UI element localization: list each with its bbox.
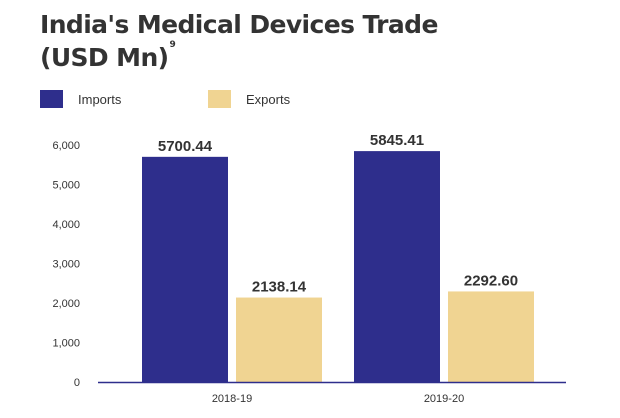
bar-imports-2018-19 <box>142 156 228 382</box>
bar-exports-2018-19 <box>236 297 322 382</box>
x-tick-label: 2018-19 <box>212 393 252 405</box>
legend-label-imports: Imports <box>78 91 122 107</box>
data-label: 5700.44 <box>158 138 213 155</box>
chart-title: India's Medical Devices Trade (USD Mn)9 <box>40 8 600 74</box>
bar-imports-2019-20 <box>354 151 440 382</box>
y-tick-label: 3,000 <box>52 259 80 271</box>
legend-swatch-imports <box>40 90 63 108</box>
title-line-1: India's Medical Devices Trade <box>40 10 438 39</box>
bar-exports-2019-20 <box>448 291 534 382</box>
legend-swatch-exports <box>208 90 231 108</box>
y-tick-label: 0 <box>74 377 80 389</box>
data-label: 2138.14 <box>252 279 307 296</box>
legend-item-exports: Exports <box>208 89 290 109</box>
y-tick-label: 2,000 <box>52 298 80 310</box>
y-tick-label: 6,000 <box>52 140 80 152</box>
legend-item-imports: Imports <box>40 89 121 109</box>
x-tick-label: 2019-20 <box>424 393 464 405</box>
y-tick-label: 1,000 <box>52 338 80 350</box>
footnote-marker: 9 <box>169 40 176 50</box>
data-label: 5845.41 <box>370 132 424 149</box>
y-tick-label: 4,000 <box>52 219 80 231</box>
title-unit: (USD Mn) <box>40 43 169 72</box>
title-line-2: (USD Mn)9 <box>40 41 600 74</box>
legend-label-exports: Exports <box>246 91 291 107</box>
data-label: 2292.60 <box>464 272 518 289</box>
y-tick-label: 5,000 <box>52 180 80 192</box>
